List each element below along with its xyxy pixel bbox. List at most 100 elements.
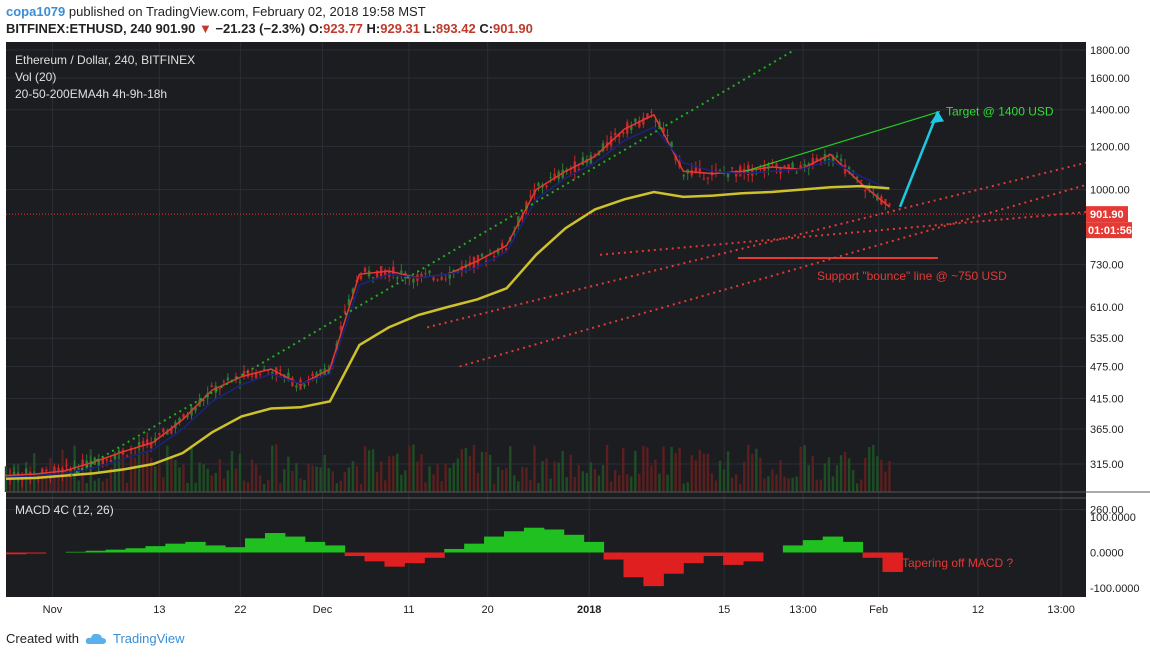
- volume-bar: [279, 483, 282, 492]
- volume-bar: [759, 457, 762, 492]
- candle-body: [166, 430, 169, 435]
- volume-bar: [218, 459, 222, 492]
- candle-body: [775, 163, 778, 168]
- volume-bar: [839, 455, 843, 492]
- volume-bar: [860, 479, 863, 492]
- volume-bar: [654, 459, 657, 492]
- volume-bar: [500, 469, 504, 492]
- volume-bar: [125, 482, 129, 492]
- macd-bar: [743, 552, 764, 562]
- volume-bar: [85, 483, 88, 492]
- macd-bar: [105, 549, 127, 553]
- volume-bar: [698, 450, 702, 492]
- volume-bar: [823, 463, 827, 492]
- volume-bar: [392, 455, 395, 492]
- y-tick-label: 475.00: [1090, 361, 1124, 373]
- volume-bar: [646, 447, 649, 492]
- volume-bar: [206, 468, 209, 492]
- macd-bar: [882, 552, 903, 572]
- last-price-label: 901.90: [1090, 209, 1124, 221]
- x-tick-label: 13:00: [1047, 604, 1075, 616]
- volume-bar: [202, 464, 205, 492]
- support-annotation: Support "bounce" line @ ~750 USD: [817, 269, 1007, 283]
- author-name[interactable]: copa1079: [6, 4, 66, 19]
- volume-bar: [674, 453, 677, 492]
- macd-tick-label: -100.0000: [1090, 583, 1140, 595]
- volume-bar: [480, 452, 484, 492]
- time-axis-bg: [0, 597, 1150, 625]
- volume-bar: [726, 451, 730, 492]
- volume-bar: [258, 475, 262, 492]
- volume-bar: [855, 483, 859, 492]
- candle-body: [525, 201, 528, 211]
- candle-body: [125, 455, 129, 457]
- candle-body: [238, 381, 242, 383]
- countdown-label: 01:01:56: [1088, 225, 1132, 237]
- x-tick-label: 12: [972, 604, 984, 616]
- x-tick-label: 15: [718, 604, 730, 616]
- candle-body: [670, 141, 673, 148]
- candle-body: [827, 158, 831, 160]
- candle-body: [448, 272, 451, 279]
- chart-title: Ethereum / Dollar, 240, BITFINEX: [15, 53, 195, 67]
- candle-body: [634, 118, 637, 123]
- volume-bar: [787, 478, 790, 492]
- volume-bar: [335, 483, 338, 492]
- y-tick-label: 415.00: [1090, 394, 1124, 406]
- volume-bar: [541, 461, 544, 492]
- candle-body: [601, 143, 605, 152]
- volume-bar: [440, 481, 443, 492]
- macd-bar: [185, 541, 206, 553]
- volume-bar: [129, 447, 133, 492]
- candle-body: [428, 270, 431, 274]
- volume-bar: [238, 453, 242, 492]
- chart-canvas[interactable]: Ethereum / Dollar, 240, BITFINEX Vol (20)…: [0, 42, 1150, 627]
- candle-body: [860, 180, 863, 182]
- candle-body: [420, 273, 423, 277]
- candle-body: [666, 134, 669, 136]
- volume-bar: [509, 446, 512, 492]
- candle-body: [141, 440, 145, 447]
- volume-bar: [226, 470, 230, 492]
- volume-bar: [888, 460, 891, 492]
- candle-body: [815, 158, 819, 162]
- macd-bar: [504, 531, 525, 553]
- macd-bar: [404, 552, 425, 564]
- volume-bar: [722, 469, 726, 492]
- volume-bar: [182, 464, 185, 492]
- volume-bar: [815, 479, 819, 492]
- volume-bar: [686, 482, 689, 492]
- candle-body: [65, 464, 68, 466]
- candle-body: [97, 459, 100, 466]
- candle-body: [186, 415, 189, 418]
- symbol: BITFINEX:ETHUSD, 240: [6, 21, 152, 36]
- y-tick-label: 1200.00: [1090, 141, 1130, 153]
- volume-bar: [339, 480, 343, 492]
- candle-body: [303, 384, 306, 387]
- volume-bar: [549, 478, 552, 492]
- volume-bar: [743, 461, 746, 492]
- candle-body: [577, 168, 581, 171]
- volume-bar: [621, 447, 625, 492]
- high-value: 929.31: [380, 21, 421, 36]
- volume-bar: [791, 477, 794, 492]
- volume-bar: [303, 479, 306, 492]
- macd-bar: [543, 529, 565, 553]
- volume-bar: [363, 446, 367, 492]
- candle-body: [847, 167, 851, 172]
- volume-bar: [408, 446, 411, 492]
- change: −21.23 (−2.3%): [215, 21, 306, 36]
- volume-bar: [166, 445, 169, 492]
- volume-bar: [81, 465, 84, 492]
- volume-bar: [694, 460, 698, 492]
- candle-body: [864, 190, 867, 192]
- candle-body: [137, 441, 141, 447]
- volume-bar: [484, 451, 488, 492]
- volume-bar: [375, 472, 379, 492]
- candle-body: [791, 162, 794, 169]
- candle-body: [331, 360, 334, 365]
- x-tick-label: Dec: [313, 604, 333, 616]
- tradingview-link[interactable]: TradingView: [112, 631, 185, 646]
- candle-body: [117, 450, 121, 454]
- volume-bar: [77, 480, 80, 492]
